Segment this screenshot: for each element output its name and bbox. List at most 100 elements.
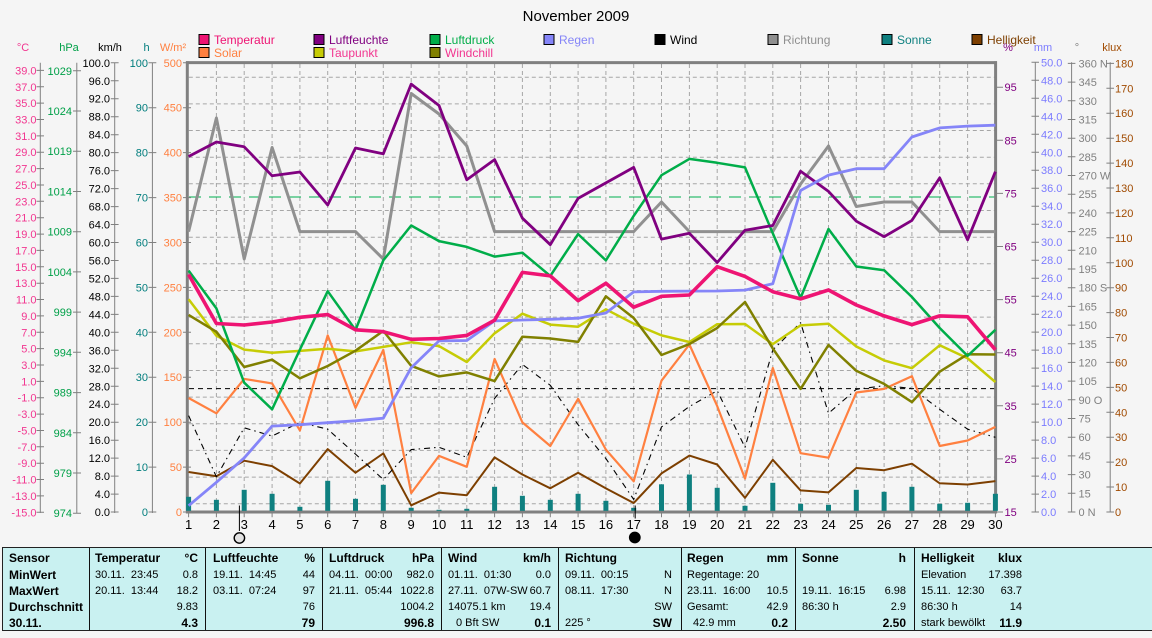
svg-text:70: 70: [1115, 333, 1127, 345]
svg-text:75: 75: [1005, 188, 1017, 200]
svg-text:9: 9: [408, 517, 415, 532]
svg-text:80: 80: [1115, 308, 1127, 320]
svg-text:5: 5: [296, 517, 303, 532]
svg-text:Temperatur: Temperatur: [214, 33, 275, 47]
svg-text:-11.0: -11.0: [12, 475, 36, 487]
svg-text:8.0: 8.0: [1041, 435, 1056, 447]
svg-text:6: 6: [324, 517, 331, 532]
svg-text:100: 100: [1115, 258, 1133, 270]
svg-text:33.0: 33.0: [15, 114, 36, 126]
svg-text:42.0: 42.0: [1041, 129, 1062, 141]
svg-text:20.0: 20.0: [1041, 327, 1062, 339]
svg-text:23: 23: [793, 517, 807, 532]
svg-text:Sonne: Sonne: [897, 33, 932, 47]
svg-text:19: 19: [682, 517, 696, 532]
svg-text:60.0: 60.0: [89, 238, 110, 250]
svg-text:13: 13: [515, 517, 529, 532]
svg-text:140: 140: [1115, 158, 1133, 170]
svg-text:90: 90: [1115, 283, 1127, 295]
svg-text:18: 18: [654, 517, 668, 532]
svg-text:255: 255: [1079, 189, 1097, 201]
svg-text:28.0: 28.0: [89, 381, 110, 393]
svg-text:17: 17: [626, 517, 640, 532]
svg-text:8: 8: [380, 517, 387, 532]
svg-text:-1.0: -1.0: [18, 393, 37, 405]
svg-text:150: 150: [1079, 320, 1097, 332]
svg-text:100.0: 100.0: [82, 58, 110, 70]
svg-text:Solar: Solar: [214, 46, 242, 60]
svg-text:1004: 1004: [48, 267, 72, 279]
svg-text:90: 90: [136, 103, 148, 115]
svg-text:mm: mm: [1034, 42, 1052, 54]
svg-text:165: 165: [1079, 301, 1097, 313]
svg-text:300: 300: [1079, 133, 1097, 145]
svg-text:0: 0: [176, 507, 182, 519]
svg-text:31.0: 31.0: [15, 131, 36, 143]
svg-text:10: 10: [136, 462, 148, 474]
svg-text:25.0: 25.0: [15, 180, 36, 192]
svg-text:17.0: 17.0: [15, 245, 36, 257]
svg-text:360 N: 360 N: [1079, 58, 1108, 70]
svg-text:12.0: 12.0: [1041, 399, 1062, 411]
svg-text:170: 170: [1115, 83, 1133, 95]
svg-text:96.0: 96.0: [89, 76, 110, 88]
svg-text:20: 20: [710, 517, 724, 532]
svg-text:18.0: 18.0: [1041, 345, 1062, 357]
svg-text:40.0: 40.0: [1041, 147, 1062, 159]
svg-text:Richtung: Richtung: [783, 33, 830, 47]
svg-text:25: 25: [849, 517, 863, 532]
svg-text:90 O: 90 O: [1079, 395, 1103, 407]
svg-text:4.0: 4.0: [1041, 471, 1056, 483]
svg-text:50: 50: [136, 282, 148, 294]
svg-text:12: 12: [487, 517, 501, 532]
svg-text:hPa: hPa: [59, 42, 79, 54]
svg-text:-3.0: -3.0: [18, 409, 37, 421]
svg-text:4.0: 4.0: [95, 489, 110, 501]
svg-text:40: 40: [136, 327, 148, 339]
svg-text:46.0: 46.0: [1041, 93, 1062, 105]
svg-text:88.0: 88.0: [89, 112, 110, 124]
svg-text:450: 450: [164, 103, 182, 115]
svg-text:0: 0: [142, 507, 148, 519]
svg-text:10: 10: [432, 517, 446, 532]
svg-text:27: 27: [905, 517, 919, 532]
svg-text:1: 1: [185, 517, 192, 532]
svg-text:989: 989: [54, 388, 72, 400]
svg-text:Taupunkt: Taupunkt: [329, 46, 378, 60]
svg-text:13.0: 13.0: [15, 278, 36, 290]
svg-text:44.0: 44.0: [89, 309, 110, 321]
svg-text:48.0: 48.0: [89, 291, 110, 303]
svg-text:76.0: 76.0: [89, 166, 110, 178]
svg-text:16.0: 16.0: [89, 435, 110, 447]
svg-text:19.0: 19.0: [15, 229, 36, 241]
svg-text:-5.0: -5.0: [18, 425, 37, 437]
svg-text:120: 120: [1079, 357, 1097, 369]
svg-text:20: 20: [1115, 457, 1127, 469]
svg-text:994: 994: [54, 347, 72, 359]
svg-text:64.0: 64.0: [89, 220, 110, 232]
svg-text:200: 200: [164, 327, 182, 339]
svg-text:150: 150: [1115, 133, 1133, 145]
svg-text:0 N: 0 N: [1079, 507, 1096, 519]
svg-text:9.0: 9.0: [21, 311, 36, 323]
svg-text:150: 150: [164, 372, 182, 384]
svg-text:60: 60: [1115, 357, 1127, 369]
svg-text:°: °: [1075, 42, 1079, 54]
svg-text:10: 10: [1115, 482, 1127, 494]
svg-text:8.0: 8.0: [95, 471, 110, 483]
svg-text:26.0: 26.0: [1041, 273, 1062, 285]
svg-text:999: 999: [54, 307, 72, 319]
svg-text:Regen: Regen: [559, 33, 594, 47]
svg-text:3.0: 3.0: [21, 360, 36, 372]
svg-text:26: 26: [877, 517, 891, 532]
svg-text:39.0: 39.0: [15, 65, 36, 77]
svg-text:984: 984: [54, 428, 72, 440]
svg-text:6.0: 6.0: [1041, 453, 1056, 465]
svg-text:23.0: 23.0: [15, 196, 36, 208]
svg-text:0: 0: [1115, 507, 1121, 519]
svg-text:36.0: 36.0: [1041, 183, 1062, 195]
svg-text:44.0: 44.0: [1041, 111, 1062, 123]
svg-text:7: 7: [352, 517, 359, 532]
svg-text:1.0: 1.0: [21, 376, 36, 388]
svg-text:%: %: [1003, 42, 1013, 54]
